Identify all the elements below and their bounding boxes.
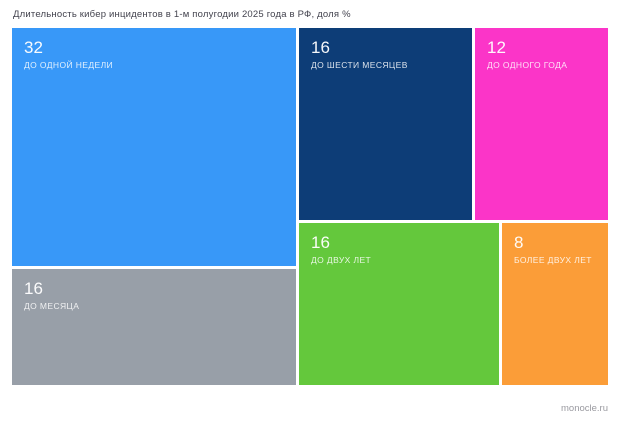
- treemap-cell-more-than-two-years: 8 БОЛЕЕ ДВУХ ЛЕТ: [502, 223, 608, 385]
- treemap-cell-up-to-a-month: 16 ДО МЕСЯЦА: [12, 269, 296, 385]
- source-credit: monocle.ru: [561, 403, 608, 414]
- cell-label: ДО ШЕСТИ МЕСЯЦЕВ: [311, 59, 408, 70]
- cell-label: ДО МЕСЯЦА: [24, 300, 80, 311]
- cell-label: ДО ОДНОЙ НЕДЕЛИ: [24, 59, 114, 70]
- cell-label: ДО ОДНОГО ГОДА: [487, 59, 568, 70]
- cell-value: 16: [311, 233, 330, 252]
- cell-value: 12: [487, 38, 506, 57]
- treemap-cell-up-to-two-years: 16 ДО ДВУХ ЛЕТ: [299, 223, 499, 385]
- treemap-cell-up-to-six-months: 16 ДО ШЕСТИ МЕСЯЦЕВ: [299, 28, 472, 220]
- cell-value: 16: [24, 279, 43, 298]
- cell-value: 8: [514, 233, 524, 252]
- cell-label: ДО ДВУХ ЛЕТ: [311, 254, 372, 265]
- cell-value: 32: [24, 38, 43, 57]
- treemap-cell-up-to-one-year: 12 ДО ОДНОГО ГОДА: [475, 28, 608, 220]
- treemap-cell-up-to-one-week: 32 ДО ОДНОЙ НЕДЕЛИ: [12, 28, 296, 266]
- chart-title: Длительность кибер инцидентов в 1-м полу…: [13, 9, 351, 20]
- cell-label: БОЛЕЕ ДВУХ ЛЕТ: [514, 254, 592, 265]
- treemap-area: 32 ДО ОДНОЙ НЕДЕЛИ 16 ДО МЕСЯЦА 16 ДО ШЕ…: [12, 28, 608, 385]
- cell-value: 16: [311, 38, 330, 57]
